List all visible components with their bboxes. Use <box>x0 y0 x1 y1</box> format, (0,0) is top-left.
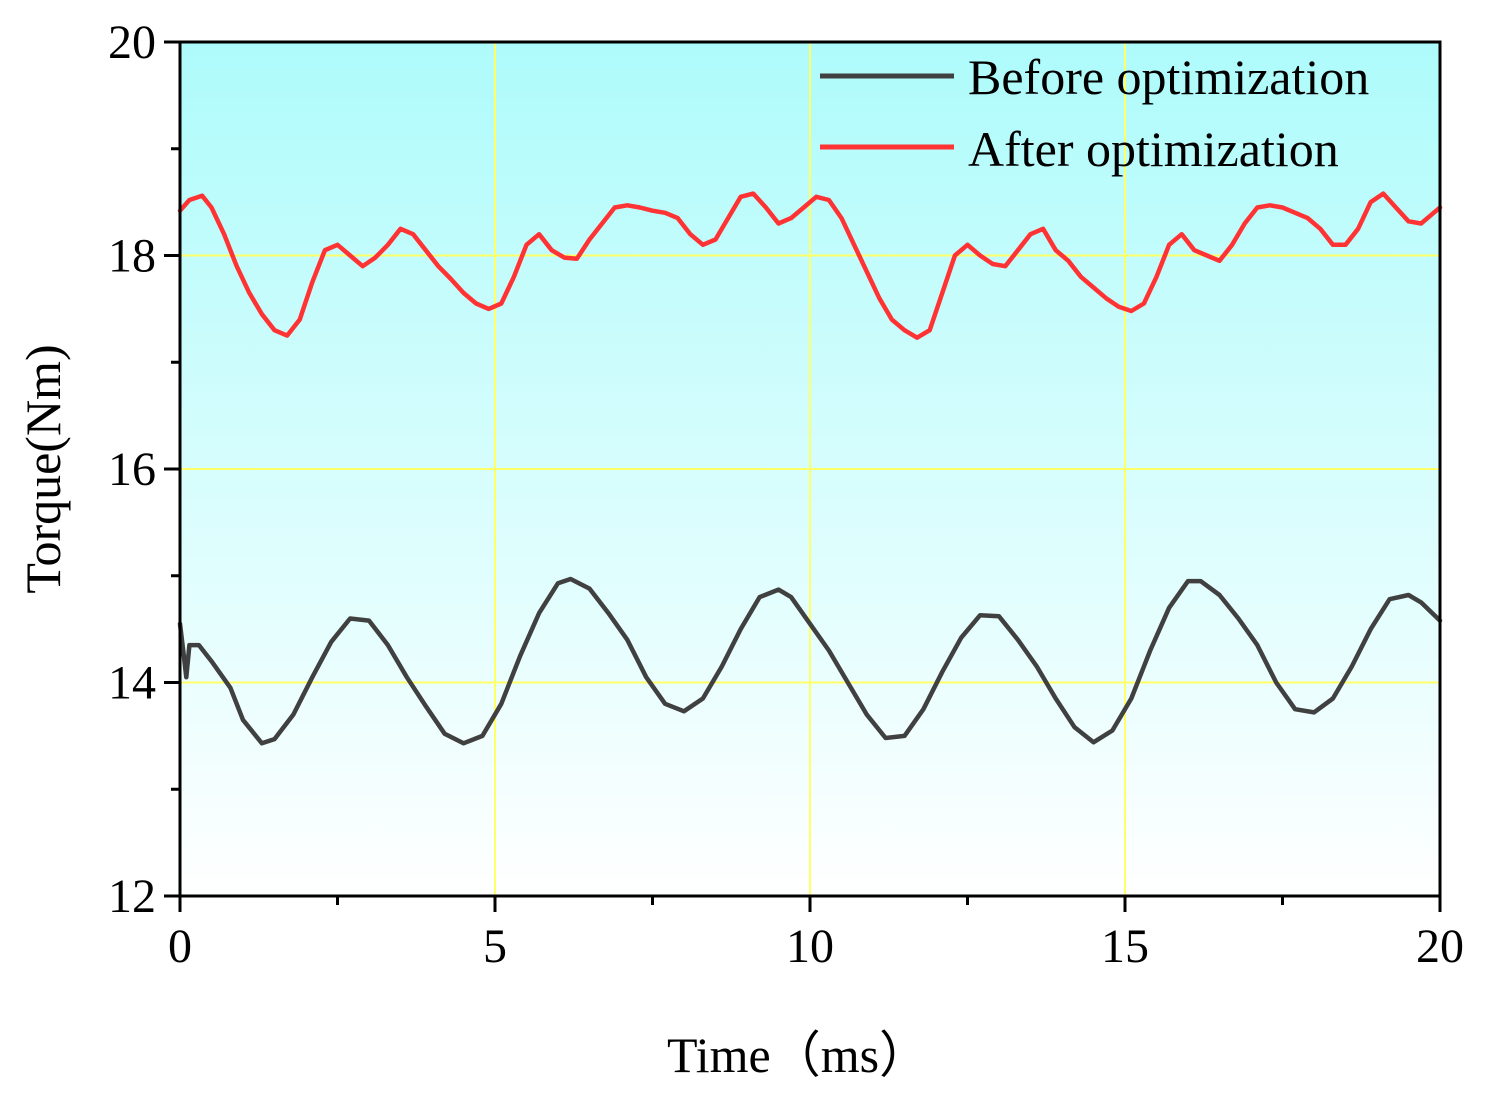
series-line-before-optimization <box>177 576 1443 746</box>
series-line-after-optimization <box>177 191 1443 340</box>
x-tick-label-2: 10 <box>786 920 834 973</box>
y-tick-label-0: 12 <box>108 870 156 923</box>
y-tick-label-1: 14 <box>108 657 156 710</box>
series-layer <box>177 191 1443 746</box>
axis-ticks <box>164 40 1442 912</box>
grid-lines <box>180 42 1440 896</box>
y-tick-label-4: 20 <box>108 16 156 69</box>
legend: Before optimization After optimization <box>820 49 1369 177</box>
y-tick-label-3: 18 <box>108 230 156 283</box>
x-tick-label-0: 0 <box>168 920 192 973</box>
x-axis-title: Time（ms） <box>667 1027 929 1083</box>
x-tick-label-3: 15 <box>1101 920 1149 973</box>
legend-label-before: Before optimization <box>968 49 1369 105</box>
y-axis-title: Torque(Nm) <box>15 344 71 593</box>
legend-label-after: After optimization <box>968 121 1339 177</box>
x-tick-label-4: 20 <box>1416 920 1464 973</box>
y-tick-label-2: 16 <box>108 443 156 496</box>
tick-labels: 0 5 10 15 20 12 14 16 18 20 <box>108 16 1464 973</box>
x-tick-label-1: 5 <box>483 920 507 973</box>
